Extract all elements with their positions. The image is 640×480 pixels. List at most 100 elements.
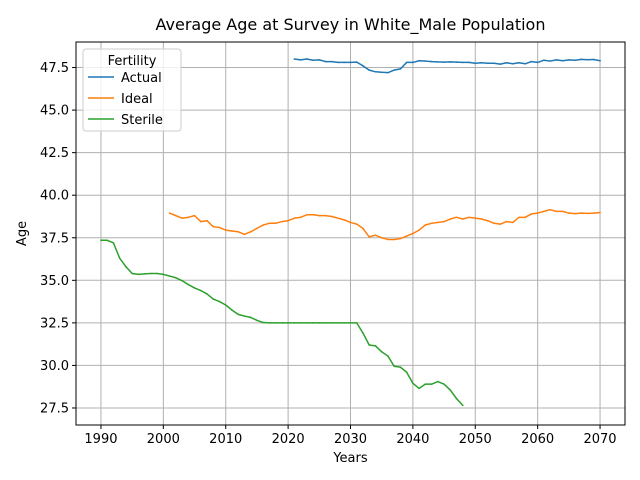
data-point-ideal	[449, 218, 452, 220]
data-point-actual	[293, 58, 296, 60]
axis-ticks: 1990 2000 2010 2020 2030 2040 2050 2060 2070 27.5…	[40, 61, 617, 447]
data-point-ideal	[387, 238, 389, 241]
data-point-ideal	[349, 221, 352, 224]
data-point-sterile	[237, 313, 239, 316]
data-point-ideal	[212, 225, 215, 228]
data-point-ideal	[455, 216, 458, 219]
data-point-actual	[330, 60, 333, 63]
data-point-sterile	[131, 272, 133, 275]
data-point-ideal	[256, 227, 258, 230]
data-point-actual	[468, 61, 470, 64]
data-point-actual	[555, 59, 558, 61]
data-point-actual	[418, 59, 420, 62]
data-point-ideal	[262, 224, 264, 226]
y-tick-label: 32.5	[40, 316, 69, 331]
data-point-actual	[493, 62, 495, 65]
data-point-sterile	[362, 332, 364, 334]
data-point-sterile	[187, 283, 190, 286]
data-point-actual	[511, 62, 514, 65]
y-axis-label: Age	[15, 221, 30, 246]
data-point-ideal	[518, 216, 520, 219]
data-point-sterile	[206, 293, 208, 295]
data-point-actual	[306, 58, 308, 60]
data-point-ideal	[324, 214, 327, 217]
y-tick-label: 35.0	[40, 274, 69, 289]
data-point-ideal	[237, 231, 239, 233]
data-point-sterile	[281, 322, 283, 324]
data-point-ideal	[337, 217, 339, 219]
data-point-ideal	[393, 238, 395, 241]
y-tick-label: 30.0	[40, 359, 69, 374]
data-point-sterile	[424, 383, 427, 385]
data-point-actual	[580, 58, 583, 61]
data-point-sterile	[118, 257, 121, 259]
data-point-ideal	[593, 212, 595, 214]
data-point-ideal	[374, 234, 377, 236]
data-point-sterile	[231, 309, 233, 311]
data-point-actual	[505, 61, 508, 64]
data-point-ideal	[568, 212, 570, 214]
data-point-ideal	[187, 216, 190, 219]
data-point-actual	[412, 61, 414, 64]
data-point-actual	[549, 60, 551, 62]
data-point-actual	[586, 58, 589, 61]
data-point-ideal	[530, 213, 533, 215]
data-point-sterile	[293, 322, 296, 324]
data-point-actual	[536, 61, 539, 64]
data-point-sterile	[243, 315, 246, 317]
data-point-ideal	[549, 208, 551, 211]
x-tick-label: 2020	[272, 432, 305, 447]
data-point-actual	[518, 61, 520, 64]
data-point-sterile	[306, 322, 308, 324]
data-point-actual	[374, 70, 377, 73]
data-point-actual	[593, 58, 595, 61]
legend-entries: Actual Ideal Sterile	[88, 71, 163, 128]
data-point-sterile	[256, 319, 258, 322]
data-point-sterile	[387, 355, 389, 357]
data-point-ideal	[362, 227, 364, 230]
data-point-ideal	[199, 220, 202, 223]
data-point-ideal	[218, 226, 221, 229]
data-point-sterile	[355, 322, 358, 324]
data-point-ideal	[380, 236, 383, 239]
data-point-ideal	[318, 214, 321, 217]
data-point-actual	[568, 59, 570, 61]
data-point-actual	[299, 59, 302, 61]
data-point-ideal	[505, 220, 508, 223]
legend-label-sterile: Sterile	[121, 113, 163, 128]
data-point-ideal	[399, 237, 402, 240]
data-point-actual	[405, 61, 408, 64]
data-point-sterile	[162, 273, 165, 276]
data-point-sterile	[312, 322, 314, 324]
data-point-actual	[424, 60, 427, 62]
data-point-actual	[480, 61, 483, 64]
data-point-ideal	[224, 229, 227, 231]
data-point-sterile	[349, 322, 352, 324]
data-point-ideal	[574, 212, 576, 215]
data-point-actual	[387, 71, 389, 74]
data-point-sterile	[193, 287, 196, 289]
data-point-ideal	[368, 236, 371, 238]
data-point-ideal	[493, 222, 495, 225]
y-tick-label: 37.5	[40, 231, 69, 246]
data-point-actual	[399, 68, 402, 70]
data-point-actual	[430, 60, 433, 63]
data-point-ideal	[524, 216, 526, 219]
data-point-sterile	[330, 322, 333, 324]
data-point-actual	[599, 59, 601, 62]
data-point-sterile	[224, 304, 227, 306]
data-point-sterile	[137, 273, 140, 276]
data-point-sterile	[175, 276, 177, 279]
data-point-ideal	[561, 210, 564, 213]
data-point-actual	[499, 63, 502, 65]
grid	[76, 42, 625, 425]
data-point-ideal	[168, 212, 171, 214]
data-point-sterile	[455, 397, 458, 400]
data-point-actual	[455, 61, 458, 63]
data-point-ideal	[511, 221, 514, 224]
data-point-sterile	[393, 365, 395, 368]
data-point-ideal	[480, 218, 483, 220]
data-point-actual	[474, 62, 477, 65]
